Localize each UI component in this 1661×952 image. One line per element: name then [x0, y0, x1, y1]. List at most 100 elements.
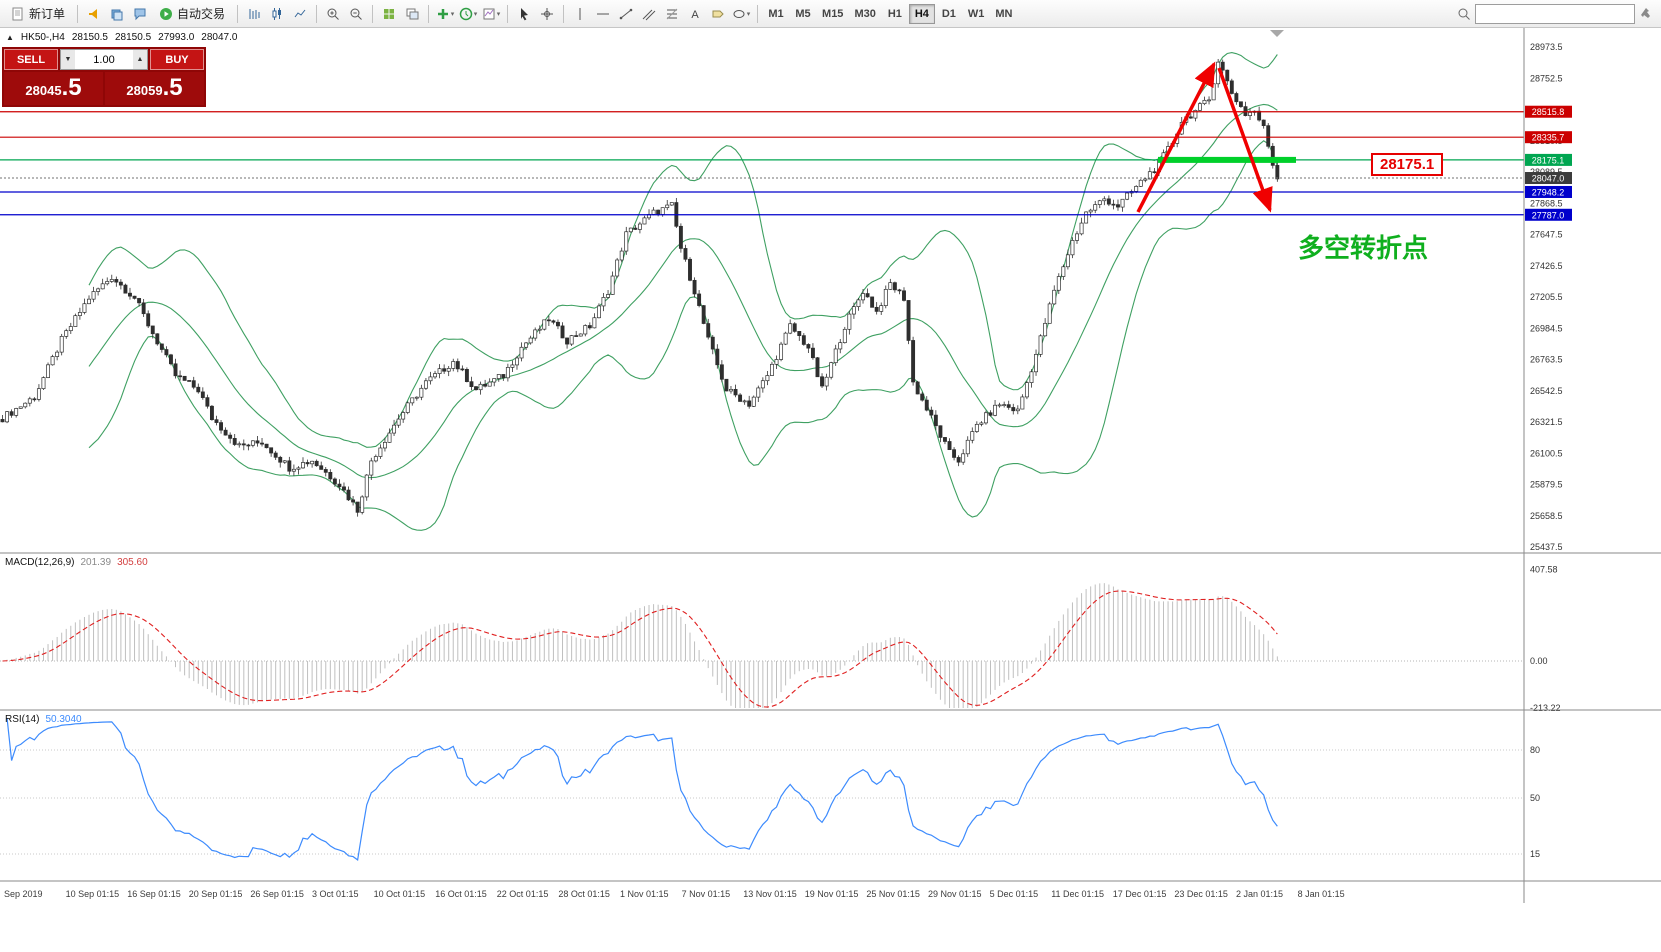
chart-canvas[interactable]: 28973.528752.528531.528310.528089.527868… [0, 28, 1661, 952]
cursor-button[interactable] [513, 3, 535, 25]
fibonacci-tool-button[interactable] [661, 3, 683, 25]
open-value: 28150.5 [71, 32, 108, 43]
svg-text:26 Sep 01:15: 26 Sep 01:15 [250, 889, 304, 899]
svg-text:10 Oct 01:15: 10 Oct 01:15 [374, 889, 426, 899]
svg-text:7 Nov 01:15: 7 Nov 01:15 [682, 889, 731, 899]
timeframe-h1[interactable]: H1 [882, 4, 908, 24]
toolbar-separator [372, 4, 374, 23]
svg-text:5 Dec 01:15: 5 Dec 01:15 [990, 889, 1039, 899]
zoom-out-button[interactable] [345, 3, 367, 25]
crosshair-button[interactable] [536, 3, 558, 25]
svg-text:16 Oct 01:15: 16 Oct 01:15 [435, 889, 487, 899]
svg-text:22 Oct 01:15: 22 Oct 01:15 [497, 889, 549, 899]
channel-tool-button[interactable] [638, 3, 660, 25]
quick-trade-collapse-icon[interactable]: ▲ [6, 33, 14, 42]
svg-text:2 Jan 01:15: 2 Jan 01:15 [1236, 889, 1283, 899]
svg-text:-213.22: -213.22 [1530, 703, 1561, 713]
bar-chart-button[interactable] [243, 3, 265, 25]
search-icon [1458, 8, 1470, 20]
svg-text:28752.5: 28752.5 [1530, 73, 1563, 83]
indicators-button[interactable]: ▾ [434, 3, 456, 25]
timeframe-m5[interactable]: M5 [790, 4, 816, 24]
buy-price-display[interactable]: 28059.5 [105, 72, 204, 105]
search-input[interactable] [1475, 3, 1635, 24]
volume-decrease-button[interactable]: ▼ [61, 50, 75, 69]
autotrading-toggle[interactable]: 自动交易 [152, 3, 232, 25]
svg-text:29 Nov 01:15: 29 Nov 01:15 [928, 889, 982, 899]
low-value: 27993.0 [158, 32, 195, 43]
periods-button[interactable]: ▾ [457, 3, 479, 25]
svg-text:13 Nov 01:15: 13 Nov 01:15 [743, 889, 797, 899]
new-order-button[interactable]: 新订单 [4, 3, 72, 25]
toolbar-separator [428, 4, 430, 23]
clock-icon [459, 7, 473, 20]
trendline-icon [619, 8, 633, 19]
autotrading-play-icon [160, 7, 173, 20]
svg-text:8 Jan 01:15: 8 Jan 01:15 [1298, 889, 1345, 899]
timeframe-m1[interactable]: M1 [763, 4, 789, 24]
rsi-value: 50.3040 [45, 714, 82, 725]
rsi-name: RSI(14) [5, 714, 40, 725]
svg-text:27426.5: 27426.5 [1530, 261, 1563, 271]
svg-text:25879.5: 25879.5 [1530, 480, 1563, 490]
timeframe-h4[interactable]: H4 [908, 3, 935, 24]
toolbar-separator [316, 4, 318, 23]
cascade-windows-button[interactable] [401, 3, 423, 25]
dropdown-caret-icon: ▾ [473, 10, 478, 18]
svg-text:0.00: 0.00 [1530, 656, 1548, 666]
bar-chart-icon [249, 8, 260, 19]
volume-increase-button[interactable]: ▲ [133, 50, 147, 69]
svg-text:20 Sep 01:15: 20 Sep 01:15 [189, 889, 243, 899]
symbol-period-label: HK50-,H4 [20, 32, 65, 43]
templates-button[interactable]: ▾ [480, 3, 502, 25]
shapes-tool-button[interactable]: ▾ [730, 3, 752, 25]
sell-button[interactable]: SELL [4, 49, 58, 70]
vertical-line-icon [579, 7, 581, 20]
horn-icon [89, 8, 98, 19]
timeframe-m15[interactable]: M15 [817, 4, 848, 24]
svg-text:17 Dec 01:15: 17 Dec 01:15 [1113, 889, 1167, 899]
trendline-tool-button[interactable] [615, 3, 637, 25]
zoom-in-button[interactable] [322, 3, 344, 25]
macd-signal-value: 305.60 [117, 557, 148, 568]
sell-price-display[interactable]: 28045.5 [4, 72, 103, 105]
alerts-button[interactable] [83, 3, 105, 25]
vertical-line-tool-button[interactable] [569, 3, 591, 25]
svg-text:25437.5: 25437.5 [1530, 542, 1563, 552]
text-tool-button[interactable]: A [684, 3, 706, 25]
chat-button[interactable] [129, 3, 151, 25]
tile-windows-icon [384, 8, 395, 19]
buy-button[interactable]: BUY [150, 49, 204, 70]
candlestick-chart-button[interactable] [266, 3, 288, 25]
timeframe-mn[interactable]: MN [990, 4, 1017, 24]
turning-point-annotation[interactable]: 多空转折点 [1298, 233, 1429, 263]
svg-text:27647.5: 27647.5 [1530, 230, 1563, 240]
svg-text:26763.5: 26763.5 [1530, 355, 1563, 365]
timeframe-d1[interactable]: D1 [936, 4, 962, 24]
pin-icon[interactable] [1639, 7, 1653, 21]
svg-text:27868.5: 27868.5 [1530, 198, 1563, 208]
tile-windows-button[interactable] [378, 3, 400, 25]
price-level-callout[interactable]: 28175.1 [1371, 153, 1444, 176]
label-tool-button[interactable] [707, 3, 729, 25]
svg-text:27948.2: 27948.2 [1532, 187, 1565, 197]
toolbar-separator [563, 4, 565, 23]
svg-text:27205.5: 27205.5 [1530, 292, 1563, 302]
trend-arrow-down[interactable] [1217, 67, 1273, 213]
svg-text:28335.7: 28335.7 [1532, 133, 1565, 143]
svg-text:A: A [691, 9, 699, 21]
cursor-icon [521, 7, 529, 20]
depth-of-market-button[interactable] [106, 3, 128, 25]
trend-arrow-up[interactable] [1136, 61, 1216, 213]
timeframe-m30[interactable]: M30 [849, 4, 880, 24]
svg-text:26321.5: 26321.5 [1530, 417, 1563, 427]
autotrading-label: 自动交易 [177, 7, 226, 21]
line-chart-button[interactable] [289, 3, 311, 25]
new-order-label: 新订单 [29, 7, 66, 21]
volume-input[interactable] [75, 50, 133, 69]
svg-text:3 Oct 01:15: 3 Oct 01:15 [312, 889, 359, 899]
timeframe-w1[interactable]: W1 [963, 4, 990, 24]
horizontal-line-tool-button[interactable] [592, 3, 614, 25]
toolbar: 新订单 自动交易 ▾ ▾ ▾ [0, 0, 1661, 28]
svg-text:28047.0: 28047.0 [1532, 174, 1565, 184]
